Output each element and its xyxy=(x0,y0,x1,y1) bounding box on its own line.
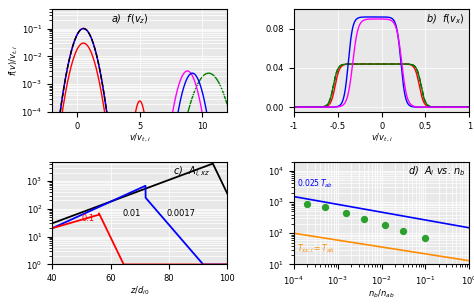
Text: 0.01: 0.01 xyxy=(122,209,141,218)
Point xyxy=(360,217,368,222)
Point xyxy=(399,228,406,233)
Text: $T_{xx,i} = T_{ab}$: $T_{xx,i} = T_{ab}$ xyxy=(298,243,336,255)
X-axis label: $v/v_{t,i}$: $v/v_{t,i}$ xyxy=(371,132,392,144)
Point xyxy=(422,236,429,240)
X-axis label: $n_b/n_{ab}$: $n_b/n_{ab}$ xyxy=(368,288,395,300)
Text: c)  $A_{i,xz}$: c) $A_{i,xz}$ xyxy=(173,164,210,180)
Text: b)  $f(v_x)$: b) $f(v_x)$ xyxy=(426,12,464,26)
Point xyxy=(381,223,389,228)
X-axis label: $v/v_{t,i}$: $v/v_{t,i}$ xyxy=(129,132,151,144)
Text: 0.0017: 0.0017 xyxy=(166,209,195,218)
Point xyxy=(342,210,349,215)
Text: $0.025\,T_{ab}$: $0.025\,T_{ab}$ xyxy=(298,177,334,190)
Y-axis label: $f(v)/v_{t,i}$: $f(v)/v_{t,i}$ xyxy=(8,45,20,76)
Point xyxy=(303,201,311,206)
Text: d)  $A_i$ vs. $n_b$: d) $A_i$ vs. $n_b$ xyxy=(409,164,466,178)
Text: a)  $f(v_z)$: a) $f(v_z)$ xyxy=(111,12,148,26)
Text: 0.1: 0.1 xyxy=(82,215,94,223)
X-axis label: $z/d_{i0}$: $z/d_{i0}$ xyxy=(130,285,149,297)
Point xyxy=(321,205,328,209)
